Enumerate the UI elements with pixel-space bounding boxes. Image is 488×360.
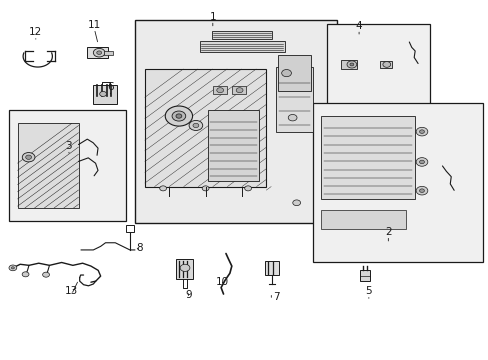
Circle shape [244,186,251,191]
Circle shape [419,130,424,134]
Circle shape [11,267,14,269]
Text: 8: 8 [136,243,142,253]
Text: 3: 3 [65,141,72,151]
Text: 9: 9 [185,290,191,300]
Circle shape [349,63,353,66]
Circle shape [346,61,356,68]
Bar [379,61,391,68]
Circle shape [287,114,296,121]
Bar [341,60,357,69]
Circle shape [382,62,390,67]
Circle shape [292,200,300,206]
Circle shape [93,48,105,57]
Circle shape [189,121,203,130]
Text: 4: 4 [355,21,362,31]
Bar [276,67,312,132]
Circle shape [419,160,424,164]
Text: 12: 12 [29,27,42,37]
Circle shape [26,155,32,159]
Circle shape [165,106,192,126]
Circle shape [193,123,199,127]
Bar [207,110,259,181]
Bar [359,270,369,281]
Circle shape [216,88,223,93]
Circle shape [100,91,106,96]
Circle shape [176,114,182,118]
Circle shape [415,127,427,136]
Bar [232,86,245,94]
Bar [135,21,336,223]
Text: 13: 13 [64,286,78,296]
Bar [264,261,278,275]
Circle shape [9,265,17,271]
Circle shape [172,111,185,121]
Circle shape [97,51,102,54]
Circle shape [281,69,291,77]
Circle shape [22,153,35,162]
Bar [9,110,126,221]
Text: 7: 7 [272,292,279,302]
Bar [126,225,134,232]
Text: 5: 5 [365,286,371,296]
Circle shape [160,186,166,191]
Text: 2: 2 [384,227,391,237]
Bar [327,24,429,108]
Circle shape [42,272,49,277]
Bar [211,31,272,39]
Bar [321,210,405,229]
Circle shape [236,88,243,93]
Bar [312,103,483,262]
Text: 1: 1 [209,12,216,22]
Bar [87,47,108,58]
Circle shape [180,264,189,271]
Circle shape [415,186,427,195]
Text: 10: 10 [216,277,229,287]
Bar [144,69,266,186]
Circle shape [415,158,427,166]
Circle shape [419,189,424,193]
Bar [278,55,310,91]
Bar [321,116,414,199]
Bar [104,50,113,55]
Circle shape [202,186,208,191]
Circle shape [22,272,29,277]
Bar [93,85,117,104]
Bar [212,86,226,94]
Bar [176,259,193,279]
Bar [18,123,79,208]
Bar [199,41,284,52]
Text: 6: 6 [107,82,114,92]
Text: 11: 11 [87,20,101,30]
